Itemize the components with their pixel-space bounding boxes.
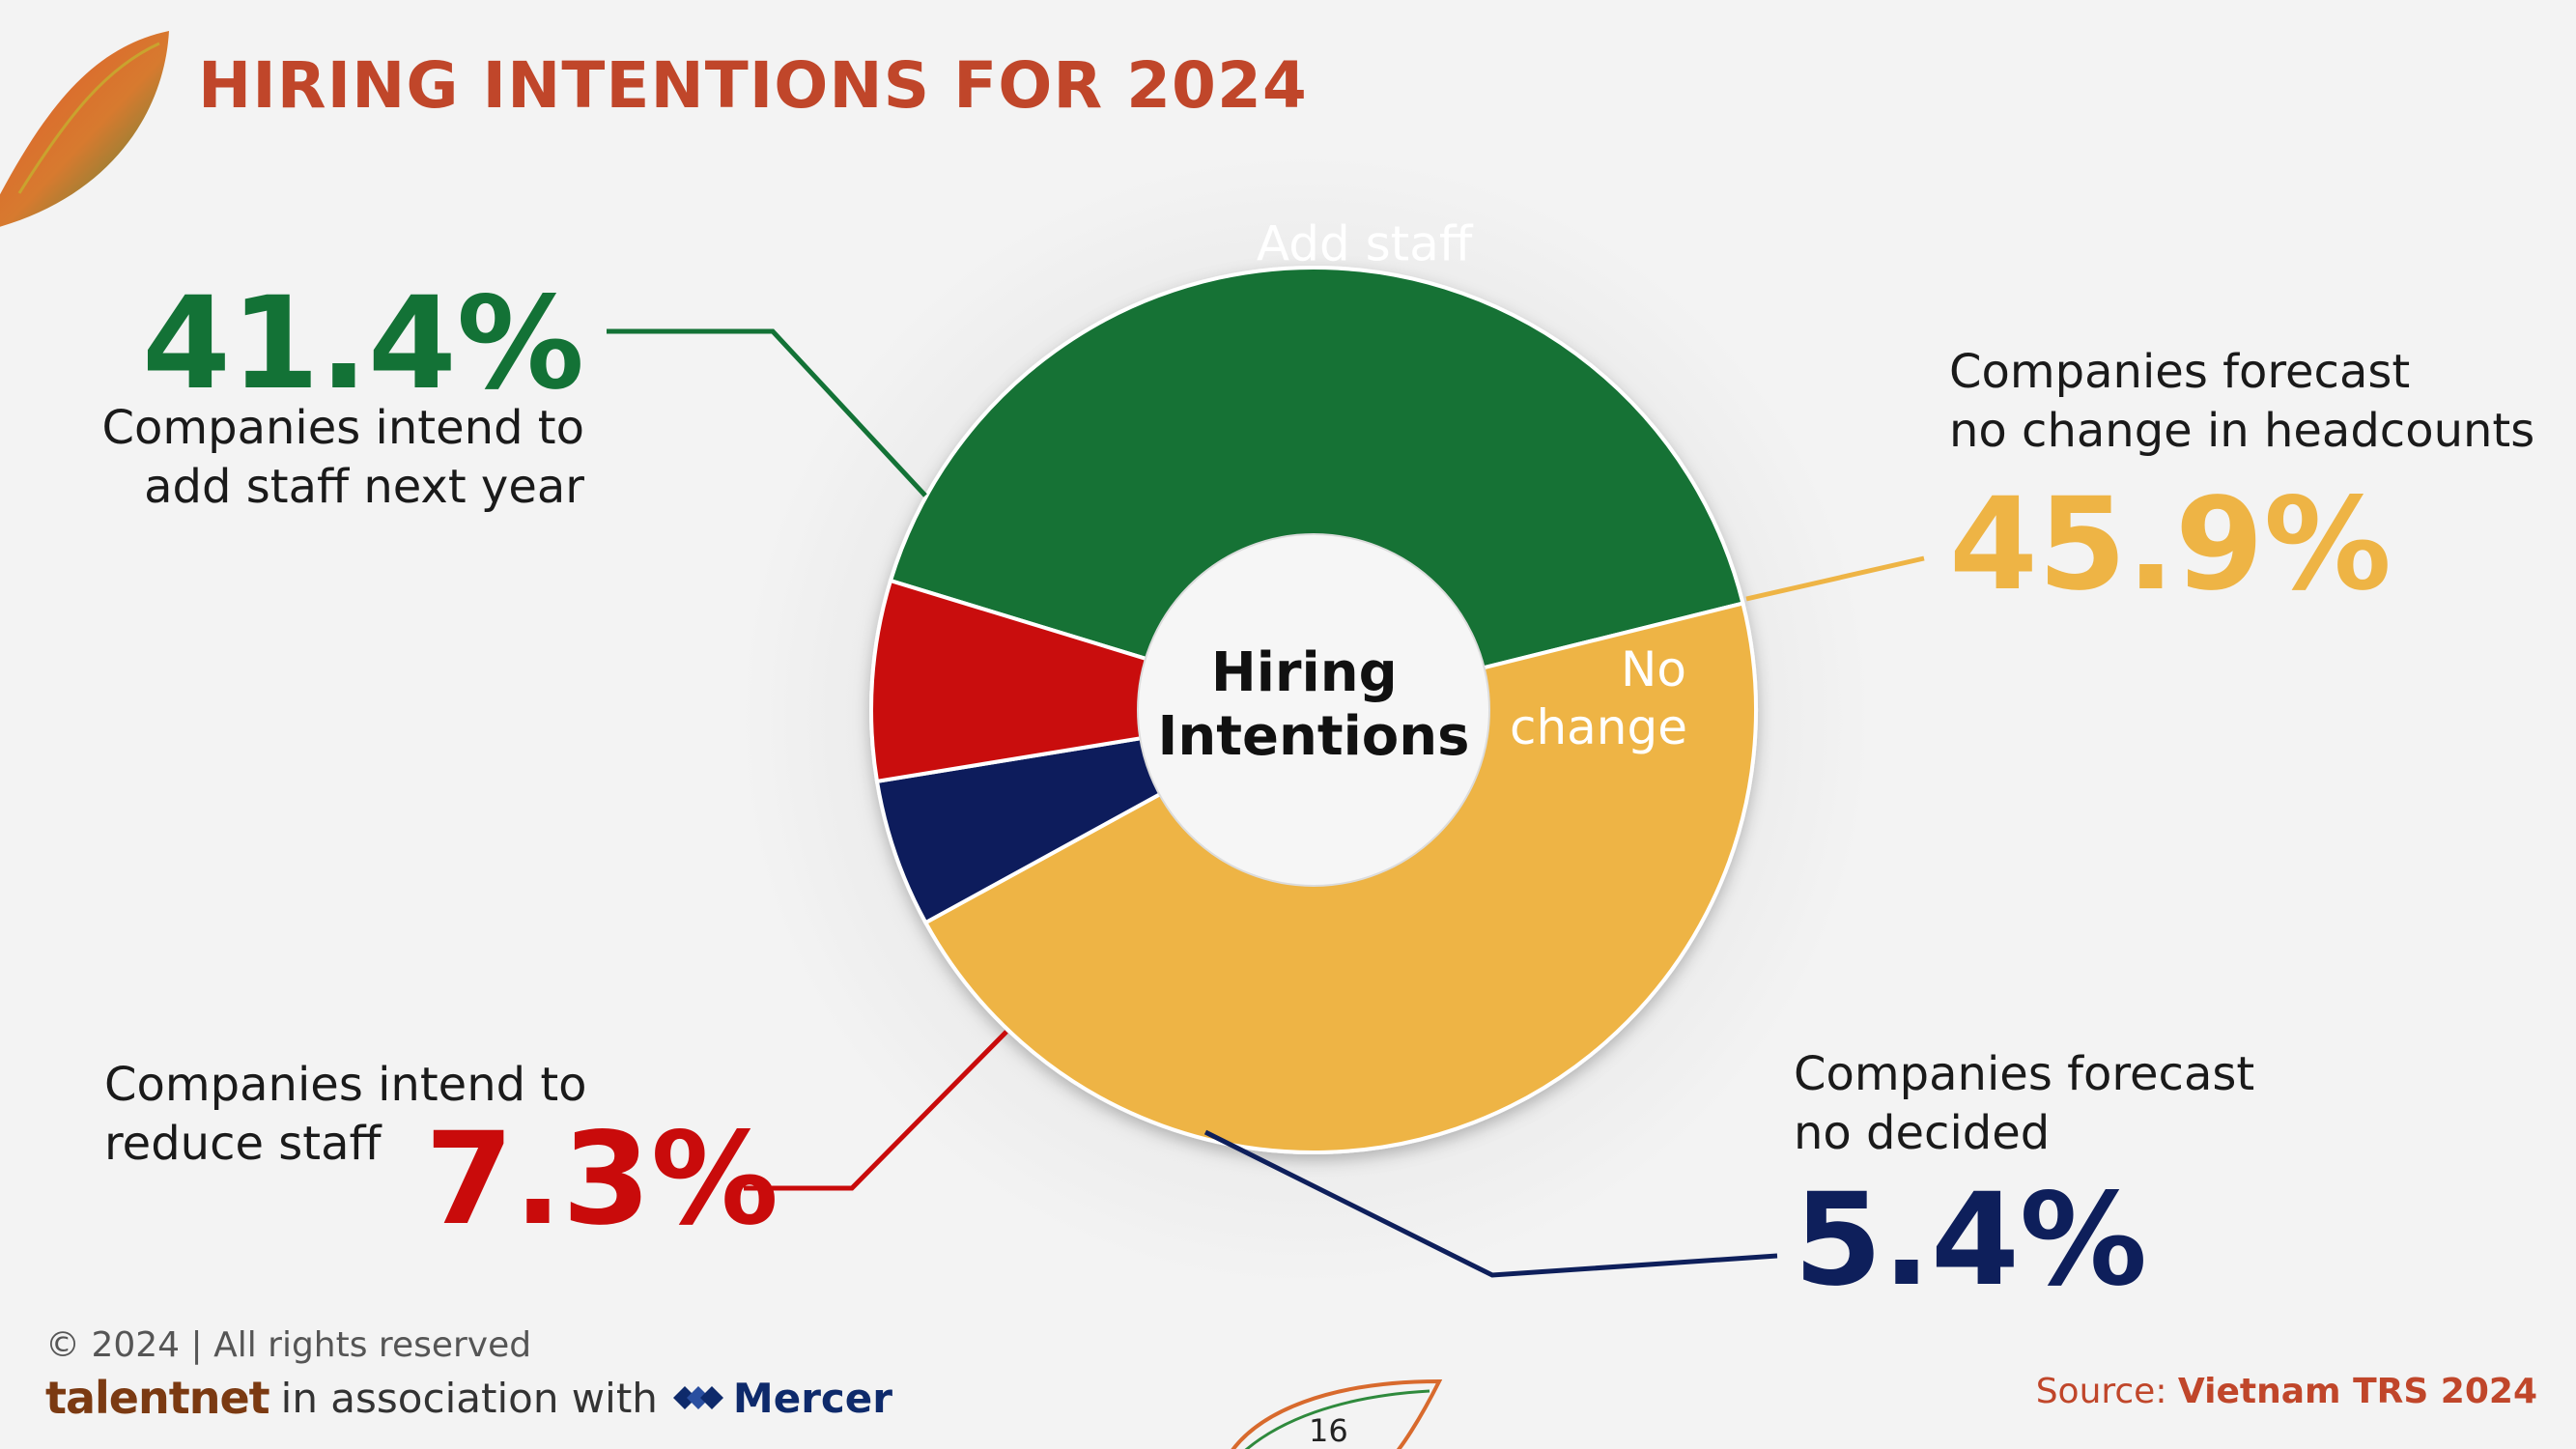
page-title: HIRING INTENTIONS FOR 2024 xyxy=(198,48,1308,123)
leader-no-change xyxy=(1745,555,1925,602)
talentnet-logo: talentnet xyxy=(45,1372,270,1424)
source-label: Source: xyxy=(2035,1372,2178,1411)
undecided-desc-line: no decided xyxy=(1794,1106,2051,1160)
undecided-description: Companies forecast no decided xyxy=(1794,1045,2254,1163)
copyright-text: © 2024 | All rights reserved xyxy=(45,1325,532,1365)
center-label-line: Hiring xyxy=(1211,641,1398,704)
slice-label-line: change xyxy=(1510,699,1687,755)
leaf-logo-icon xyxy=(0,31,169,227)
slice-label-line: No xyxy=(1621,641,1686,697)
reduce-staff-description: Companies intend to reduce staff xyxy=(104,1056,587,1174)
slice-labels: Add staff No change xyxy=(1257,215,1687,755)
mercer-logo-text: Mercer xyxy=(732,1374,893,1422)
add-staff-desc-line: add staff next year xyxy=(144,460,584,514)
page-number: 16 xyxy=(1309,1412,1348,1449)
center-label: Hiring Intentions xyxy=(1158,641,1470,768)
leader-add-staff xyxy=(607,328,927,497)
undecided-desc-line: Companies forecast xyxy=(1794,1047,2255,1101)
leader-lines xyxy=(607,328,1925,1278)
reduce-staff-value: 7.3% xyxy=(425,1105,779,1254)
no-change-desc-line: no change in headcounts xyxy=(1949,404,2535,458)
leaf-page-icon xyxy=(1231,1378,1443,1449)
reduce-staff-desc-line: Companies intend to xyxy=(104,1058,587,1112)
mercer-logo-icon xyxy=(672,1386,723,1409)
source-name: Vietnam TRS 2024 xyxy=(2177,1372,2537,1411)
association-text: in association with xyxy=(280,1374,658,1422)
no-change-value: 45.9% xyxy=(1949,470,2392,619)
add-staff-description: Companies intend to add staff next year xyxy=(101,399,584,517)
source-note: Source: Vietnam TRS 2024 xyxy=(2036,1372,2537,1411)
undecided-value: 5.4% xyxy=(1794,1166,2148,1315)
slice-label-add-staff: Add staff xyxy=(1257,215,1474,271)
leader-reduce-staff xyxy=(744,1030,1008,1191)
donut-hole xyxy=(1137,533,1490,887)
no-change-description: Companies forecast no change in headcoun… xyxy=(1949,343,2534,461)
center-label-line: Intentions xyxy=(1158,705,1470,768)
footer-logo: talentnet in association with Mercer xyxy=(45,1372,892,1424)
slice-label-no-change: No change xyxy=(1510,641,1687,755)
leader-undecided xyxy=(1203,1129,1778,1278)
reduce-staff-desc-line: reduce staff xyxy=(104,1117,382,1171)
add-staff-desc-line: Companies intend to xyxy=(101,401,584,455)
add-staff-value: 41.4% xyxy=(142,270,584,418)
no-change-desc-line: Companies forecast xyxy=(1949,345,2411,399)
